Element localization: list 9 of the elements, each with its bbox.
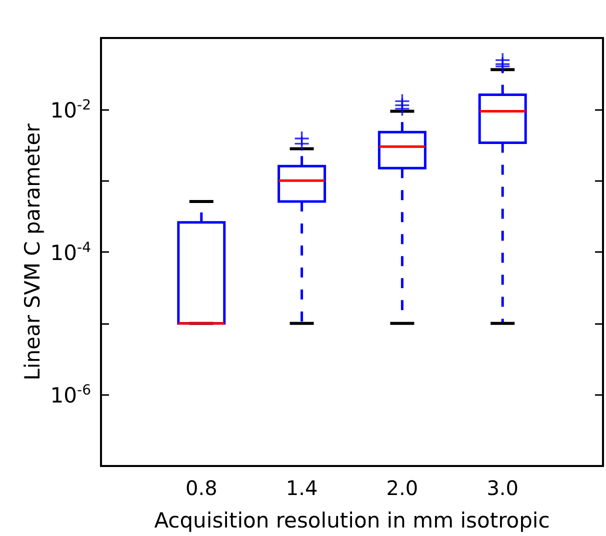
x-tick-label: 0.8 — [185, 476, 218, 500]
x-tick-label: 1.4 — [286, 476, 318, 500]
y-tick-label: 10$^{-2}$ — [50, 97, 91, 122]
x-tick-label: 3.0 — [486, 476, 519, 500]
x-tick-label: 2.0 — [386, 476, 418, 500]
y-axis-title: Linear SVM C parameter — [20, 123, 44, 380]
y-tick-label: 10$^{-6}$ — [50, 382, 92, 408]
y-tick-label: 10$^{-4}$ — [50, 240, 92, 265]
x-axis-title: Acquisition resolution in mm isotropic — [154, 508, 550, 532]
